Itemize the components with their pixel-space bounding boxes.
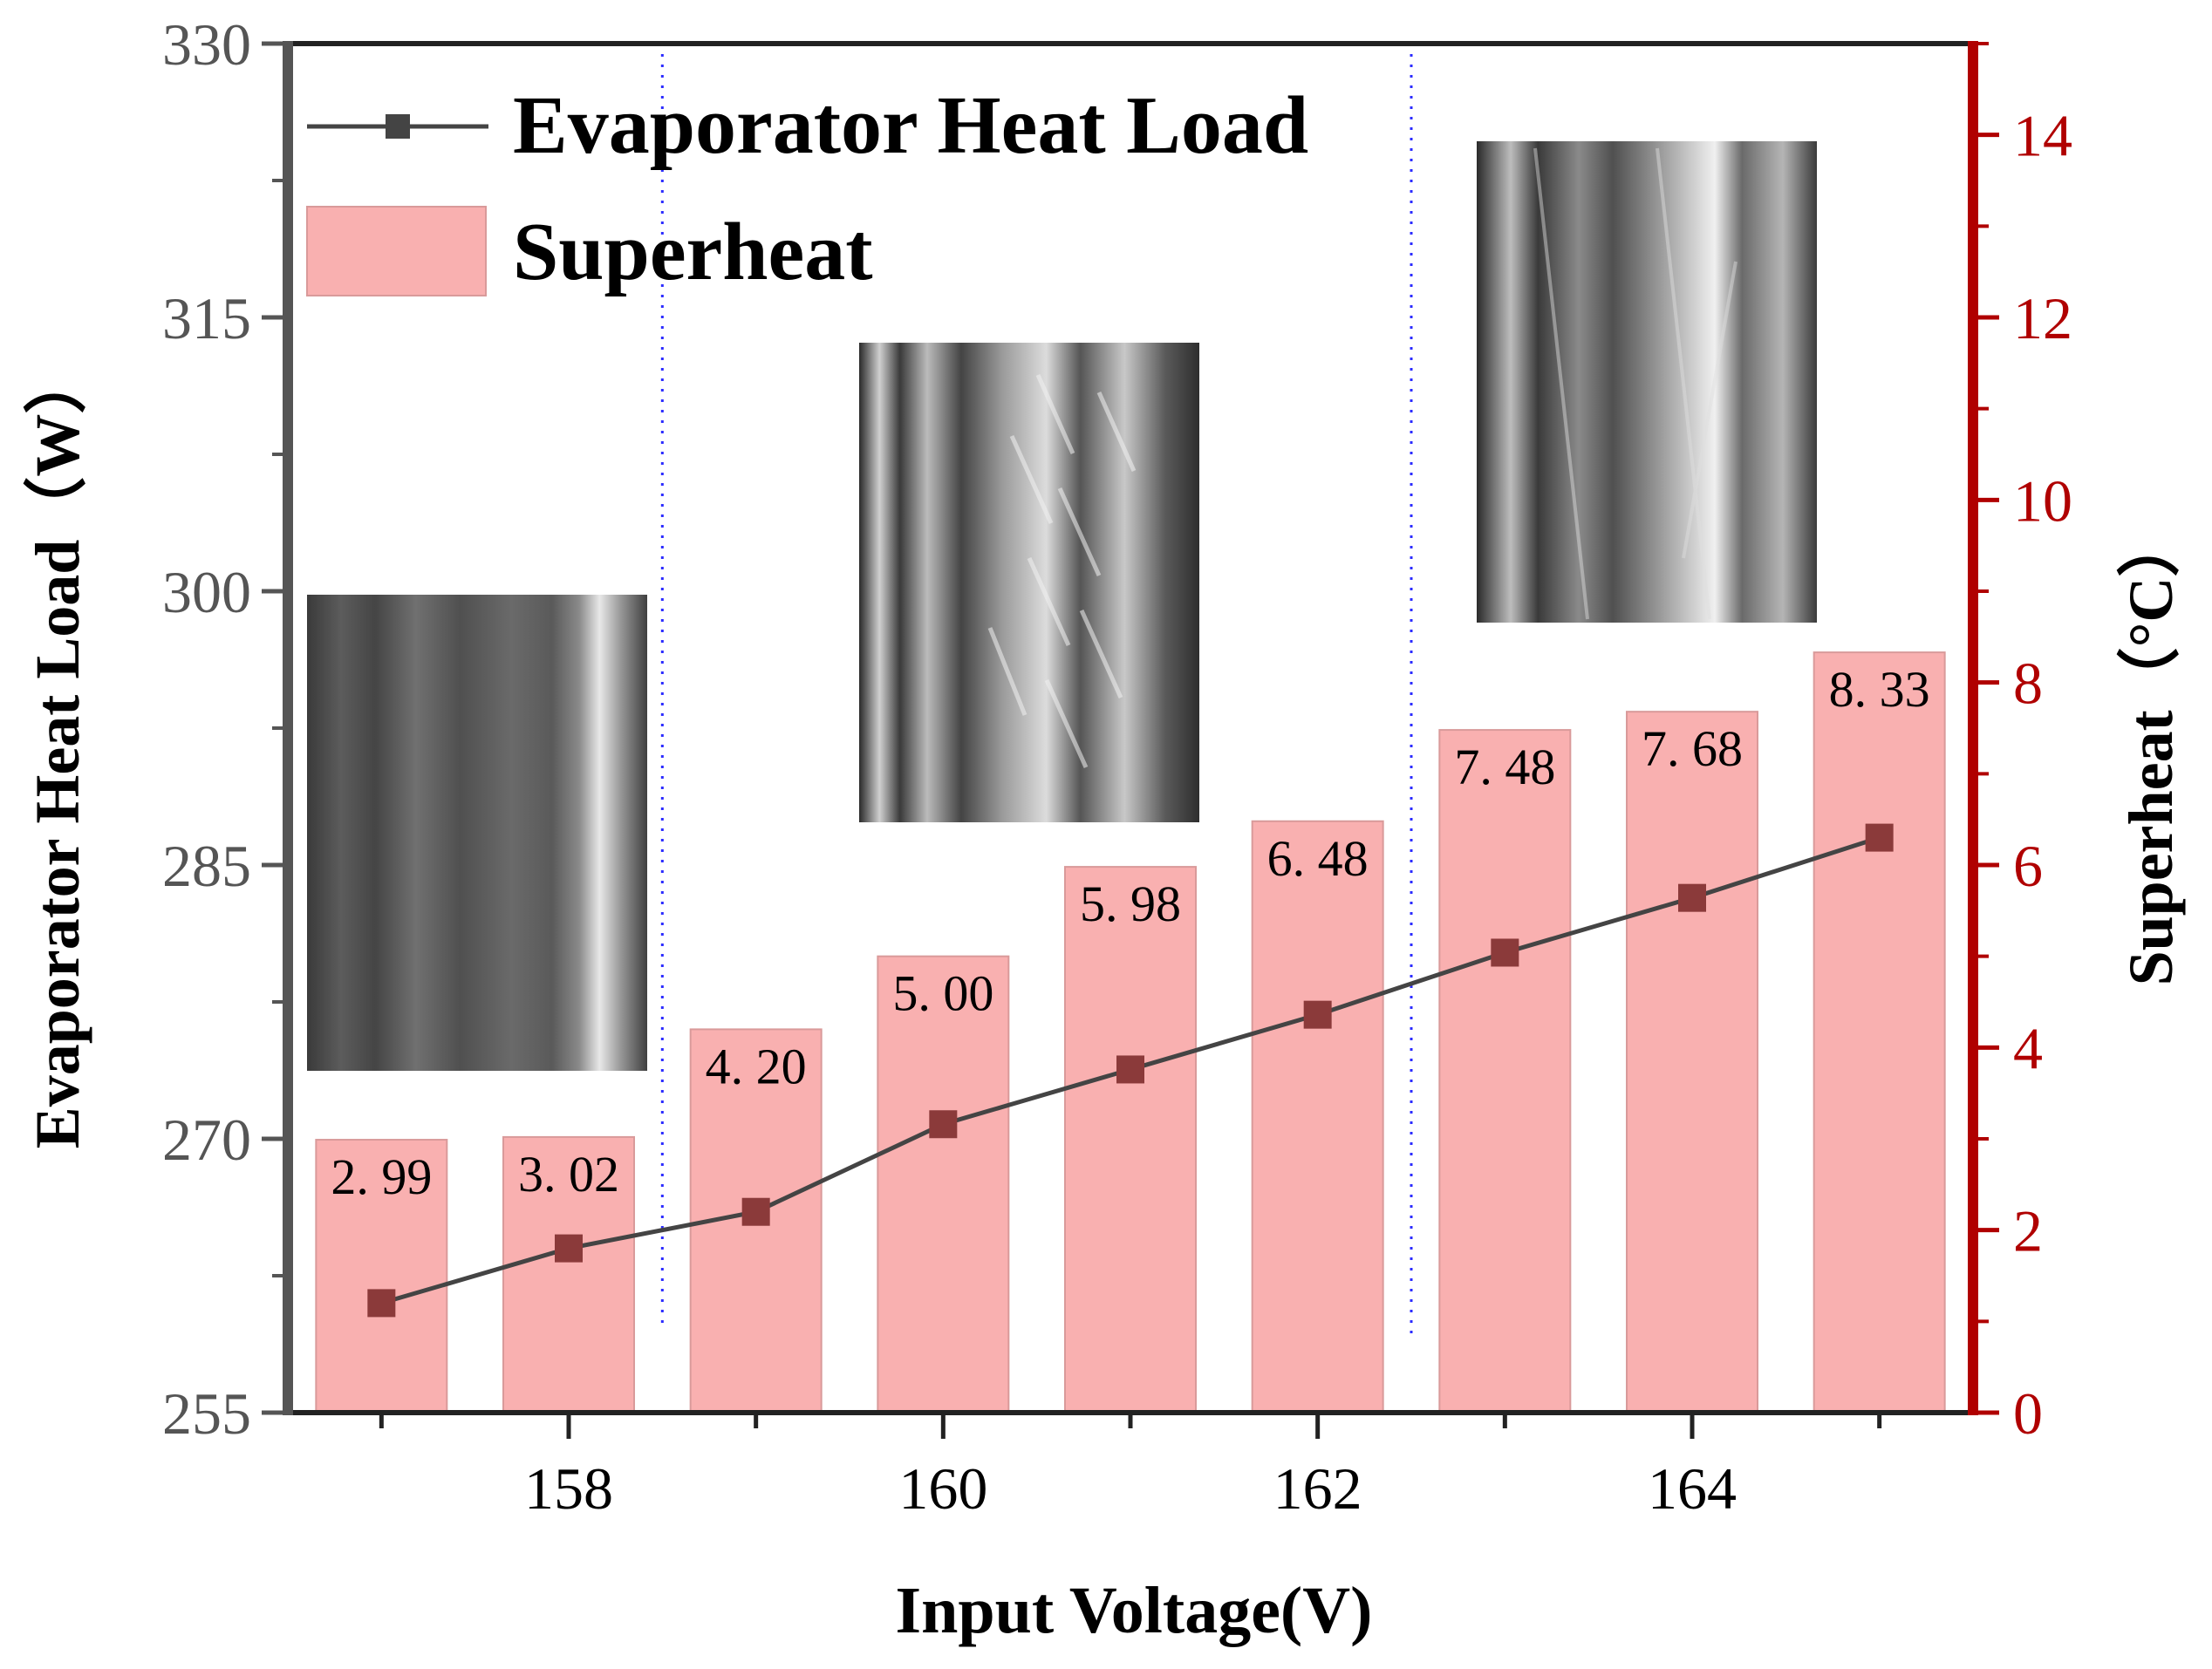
right-tick-label: 14 xyxy=(2013,103,2072,169)
legend-label-heat-load: Evaporator Heat Load xyxy=(513,80,1308,171)
superheat-bar-label: 6. 48 xyxy=(1267,830,1369,887)
superheat-bar xyxy=(1064,866,1197,1414)
heat-load-point xyxy=(555,1234,583,1263)
flow-image-1 xyxy=(307,595,647,1071)
x-axis-title: Input Voltage(V) xyxy=(896,1574,1373,1647)
flow-image-3 xyxy=(1477,141,1817,623)
superheat-bar xyxy=(315,1139,448,1414)
superheat-bar-label: 2. 99 xyxy=(331,1148,432,1205)
axis-ticks: 255 270 285 300 315 330 0 2 4 6 8 10 12 14 158 160 162 16… xyxy=(162,11,2072,1522)
legend-item-heat-load: Evaporator Heat Load xyxy=(307,80,1308,171)
right-tick-label: 0 xyxy=(2013,1380,2043,1447)
superheat-bar-label: 5. 98 xyxy=(1080,875,1181,932)
right-tick-label: 6 xyxy=(2013,833,2043,899)
legend-item-superheat: Superheat xyxy=(306,206,873,297)
superheat-bar-label: 5. 00 xyxy=(892,965,993,1022)
bar-value-labels: 2. 99 3. 02 4. 20 5. 00 5. 98 6. 48 7. 48 7. 68… xyxy=(331,661,1929,1205)
superheat-bar-label: 3. 02 xyxy=(518,1146,619,1202)
superheat-bar-label: 7. 68 xyxy=(1642,720,1743,777)
heat-load-point xyxy=(929,1110,958,1139)
left-tick-label: 300 xyxy=(162,559,251,625)
legend: Evaporator Heat Load Superheat xyxy=(306,80,1308,297)
superheat-bar-label: 8. 33 xyxy=(1829,661,1930,718)
flow-image-2 xyxy=(859,343,1199,822)
right-tick-label: 12 xyxy=(2013,285,2072,351)
dividers xyxy=(660,54,1413,1334)
right-axis-title: Superheat（°C） xyxy=(2116,514,2186,986)
left-axis-title: Evaporator Heat Load（W） xyxy=(23,351,92,1149)
superheat-bar xyxy=(1626,711,1758,1414)
superheat-bar-label: 7. 48 xyxy=(1454,739,1555,795)
heat-load-point xyxy=(1491,938,1519,967)
right-tick-label: 10 xyxy=(2013,467,2072,534)
heat-load-point xyxy=(1303,1000,1332,1029)
heat-load-line-series xyxy=(367,823,1894,1318)
superheat-bar xyxy=(502,1135,635,1414)
right-tick-label: 4 xyxy=(2013,1015,2043,1081)
right-tick-label: 2 xyxy=(2013,1198,2043,1264)
superheat-bar xyxy=(1438,729,1572,1414)
superheat-bar xyxy=(1251,820,1384,1414)
heat-load-point xyxy=(1678,883,1706,912)
x-tick-label: 158 xyxy=(524,1455,613,1522)
right-tick-label: 8 xyxy=(2013,651,2043,717)
left-tick-label: 330 xyxy=(162,11,251,78)
x-tick-label: 164 xyxy=(1648,1455,1737,1522)
superheat-bar xyxy=(1813,651,1946,1414)
x-tick-label: 160 xyxy=(898,1455,987,1522)
superheat-bar xyxy=(877,955,1010,1414)
heat-load-point xyxy=(741,1197,770,1226)
legend-label-superheat: Superheat xyxy=(513,207,873,297)
left-tick-label: 255 xyxy=(162,1380,251,1447)
heat-load-point xyxy=(1116,1055,1144,1084)
superheat-bar-label: 4. 20 xyxy=(706,1038,807,1094)
left-tick-label: 270 xyxy=(162,1107,251,1173)
left-tick-label: 285 xyxy=(162,833,251,899)
superheat-bars xyxy=(315,651,1946,1414)
heat-load-point xyxy=(367,1289,396,1318)
x-tick-label: 162 xyxy=(1273,1455,1362,1522)
heat-load-point xyxy=(1865,823,1894,852)
left-tick-label: 315 xyxy=(162,285,251,351)
